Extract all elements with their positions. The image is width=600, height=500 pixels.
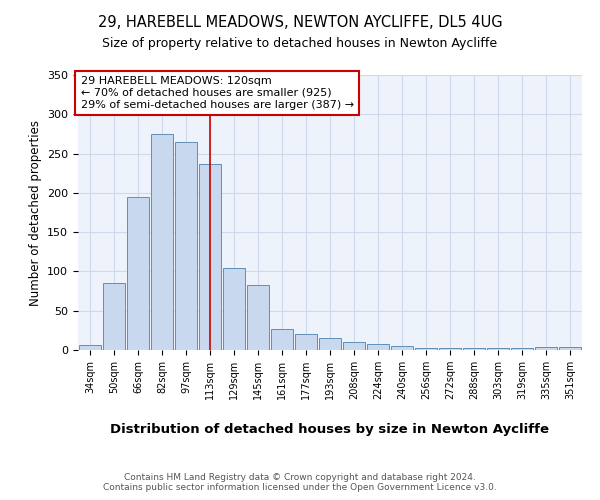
Bar bbox=[247, 285, 269, 350]
Text: Distribution of detached houses by size in Newton Aycliffe: Distribution of detached houses by size … bbox=[110, 422, 550, 436]
Bar bbox=[199, 164, 221, 350]
Bar bbox=[511, 348, 533, 350]
Bar bbox=[223, 268, 245, 350]
Bar bbox=[295, 334, 317, 350]
Bar bbox=[367, 344, 389, 350]
Bar bbox=[127, 197, 149, 350]
Bar bbox=[319, 338, 341, 350]
Bar bbox=[151, 134, 173, 350]
Text: Size of property relative to detached houses in Newton Aycliffe: Size of property relative to detached ho… bbox=[103, 38, 497, 51]
Bar bbox=[343, 342, 365, 350]
Text: 29, HAREBELL MEADOWS, NEWTON AYCLIFFE, DL5 4UG: 29, HAREBELL MEADOWS, NEWTON AYCLIFFE, D… bbox=[98, 15, 502, 30]
Bar bbox=[487, 348, 509, 350]
Bar bbox=[463, 348, 485, 350]
Bar bbox=[535, 347, 557, 350]
Text: Contains HM Land Registry data © Crown copyright and database right 2024.
Contai: Contains HM Land Registry data © Crown c… bbox=[103, 472, 497, 492]
Bar bbox=[79, 344, 101, 350]
Y-axis label: Number of detached properties: Number of detached properties bbox=[29, 120, 41, 306]
Bar bbox=[559, 347, 581, 350]
Bar bbox=[271, 329, 293, 350]
Text: 29 HAREBELL MEADOWS: 120sqm
← 70% of detached houses are smaller (925)
29% of se: 29 HAREBELL MEADOWS: 120sqm ← 70% of det… bbox=[80, 76, 353, 110]
Bar bbox=[415, 348, 437, 350]
Bar bbox=[439, 348, 461, 350]
Bar bbox=[103, 283, 125, 350]
Bar bbox=[175, 142, 197, 350]
Bar bbox=[391, 346, 413, 350]
